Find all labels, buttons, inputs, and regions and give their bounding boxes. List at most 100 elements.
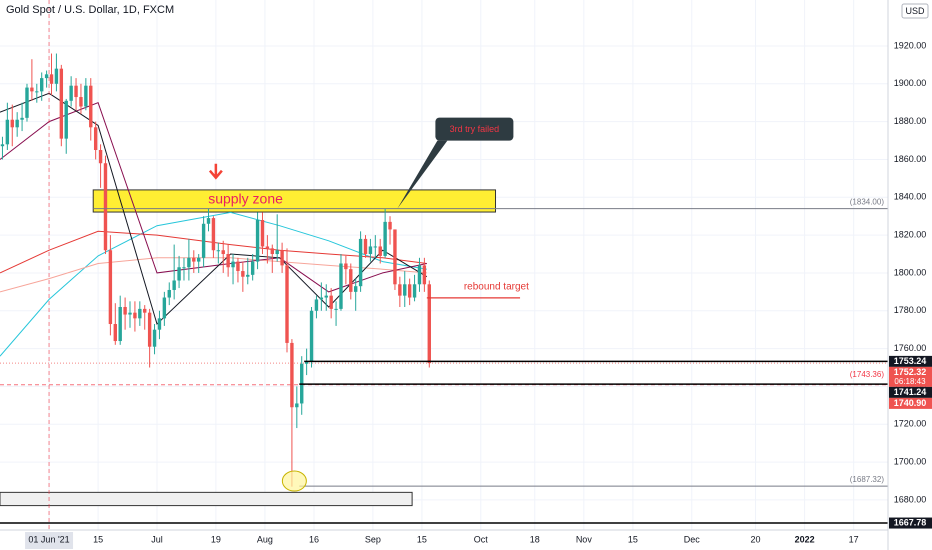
axes: 1680.001700.001720.001740.001760.001780.… bbox=[25, 40, 932, 549]
currency-box bbox=[901, 3, 929, 19]
candle-body bbox=[241, 271, 245, 277]
x-tick-label: Dec bbox=[684, 534, 701, 544]
x-tick-label: 2022 bbox=[795, 534, 815, 544]
candle-body bbox=[393, 229, 397, 285]
currency: USD bbox=[905, 6, 925, 16]
candle-body bbox=[64, 100, 68, 139]
candle-body bbox=[15, 119, 19, 128]
price-badge bbox=[889, 517, 932, 529]
candle-body bbox=[172, 280, 176, 290]
moving-average bbox=[0, 257, 427, 293]
x-tick-label: Jul bbox=[151, 534, 163, 544]
price-badge-label: 1667.78 bbox=[894, 518, 927, 528]
candle-body bbox=[152, 329, 157, 347]
candle-body bbox=[226, 254, 230, 268]
x-tick-label: 15 bbox=[628, 534, 638, 544]
candle-body bbox=[216, 250, 221, 252]
moving-average bbox=[0, 230, 427, 274]
price-badge bbox=[889, 366, 932, 387]
candle-body bbox=[349, 269, 353, 292]
candle-body bbox=[427, 284, 431, 364]
candle-body bbox=[128, 312, 132, 315]
callout-box bbox=[435, 117, 514, 141]
candle-body bbox=[35, 91, 39, 93]
candle-body bbox=[221, 250, 225, 255]
y-tick-label: 1720.00 bbox=[894, 419, 927, 429]
candle-body bbox=[290, 342, 294, 408]
candle-body bbox=[25, 87, 29, 118]
x-tick-label: 20 bbox=[751, 534, 761, 544]
candle-body bbox=[167, 289, 171, 298]
x-tick-label: 16 bbox=[309, 534, 319, 544]
countdown: 06:18:43 bbox=[894, 377, 926, 386]
y-tick-label: 1860.00 bbox=[894, 154, 927, 164]
x-tick-label: Nov bbox=[576, 534, 593, 544]
candle-body bbox=[329, 295, 333, 309]
x-tick-label: 15 bbox=[417, 534, 427, 544]
candle-body bbox=[255, 219, 260, 262]
candle-body bbox=[113, 324, 117, 342]
candle-body bbox=[398, 284, 402, 296]
candle-body bbox=[108, 250, 113, 325]
candle-body bbox=[0, 144, 5, 147]
candle-body bbox=[118, 306, 122, 342]
x-tick-highlight bbox=[25, 532, 74, 549]
candle-body bbox=[84, 85, 88, 107]
candle-body bbox=[196, 257, 201, 262]
time-axis bbox=[0, 530, 888, 550]
x-tick-label: 01 Jun '21 bbox=[28, 534, 69, 544]
price-badge-label: 1753.24 bbox=[894, 356, 927, 366]
candle-body bbox=[206, 218, 211, 224]
price-badge-label: 1741.24 bbox=[894, 387, 927, 397]
candle-body bbox=[157, 318, 162, 330]
candle-body bbox=[265, 246, 270, 249]
candle-body bbox=[182, 267, 186, 269]
level-note: (1743.36) bbox=[850, 370, 885, 379]
candle-body bbox=[275, 250, 279, 255]
candle-body bbox=[295, 403, 299, 408]
candle-body bbox=[368, 246, 373, 255]
candle-body bbox=[20, 117, 24, 120]
supply-zone-label: supply zone bbox=[208, 191, 283, 207]
level-label: (1834.00) bbox=[850, 198, 885, 207]
candle-body bbox=[59, 68, 64, 139]
y-tick-label: 1800.00 bbox=[894, 267, 927, 277]
candle-body bbox=[417, 265, 422, 285]
candle-body bbox=[89, 85, 93, 128]
candle-body bbox=[339, 263, 343, 309]
chart-title: Gold Spot / U.S. Dollar, 1D, FXCM bbox=[6, 4, 174, 16]
candle-body bbox=[334, 308, 338, 310]
candle-body bbox=[407, 284, 412, 298]
candle-body bbox=[403, 284, 407, 296]
candle-body bbox=[422, 265, 427, 285]
candle-body bbox=[103, 163, 108, 251]
candle-body bbox=[236, 261, 240, 272]
candle-body bbox=[309, 310, 314, 362]
price-badge-label: 1740.90 bbox=[894, 398, 927, 408]
candle-body bbox=[79, 97, 83, 107]
x-tick-label: Oct bbox=[474, 534, 489, 544]
candle-body bbox=[260, 219, 265, 247]
y-tick-label: 1760.00 bbox=[894, 343, 927, 353]
candle-body bbox=[162, 297, 167, 319]
price-badge bbox=[889, 386, 932, 398]
candle-body bbox=[373, 246, 378, 248]
x-tick-label: Aug bbox=[257, 534, 273, 544]
candle-body bbox=[324, 295, 328, 298]
candle-body bbox=[285, 265, 289, 343]
x-tick-label: 15 bbox=[93, 534, 103, 544]
candle-body bbox=[319, 297, 324, 300]
candle-body bbox=[30, 87, 34, 92]
y-tick-label: 1920.00 bbox=[894, 40, 927, 50]
candle-body bbox=[192, 257, 196, 262]
x-tick-label: 18 bbox=[530, 534, 540, 544]
candle-body bbox=[250, 261, 255, 275]
highlight bbox=[281, 470, 307, 492]
candle-body bbox=[123, 306, 127, 315]
callout-pointer bbox=[397, 140, 448, 209]
moving-average bbox=[0, 211, 427, 357]
candle-body bbox=[412, 284, 417, 298]
supply-zone bbox=[92, 189, 497, 213]
price-badge bbox=[889, 355, 932, 367]
candle-body bbox=[304, 361, 309, 364]
